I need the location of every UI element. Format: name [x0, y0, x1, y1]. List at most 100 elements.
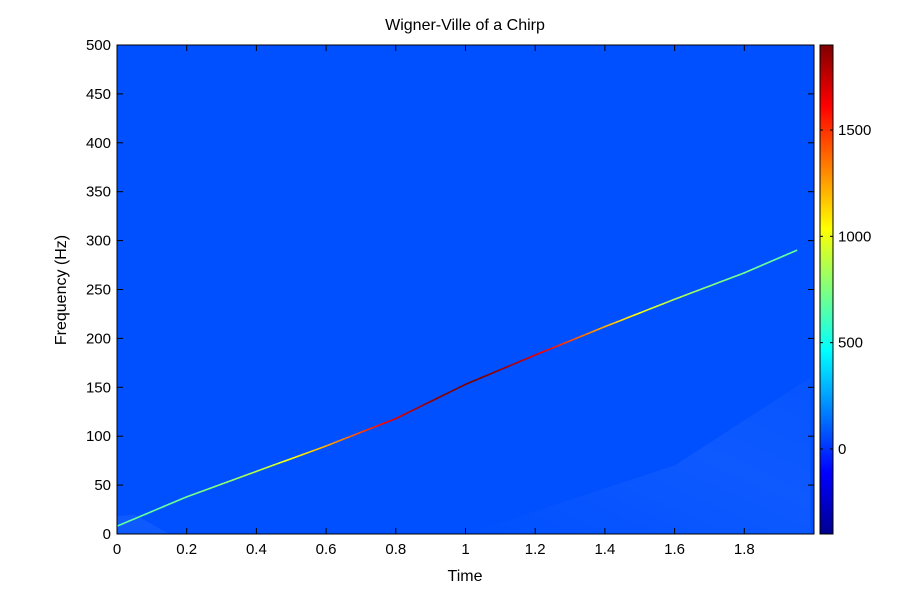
interference-artifacts — [117, 377, 811, 534]
colorbar-tick-label: 1500 — [838, 122, 871, 139]
ridge-segment — [133, 515, 142, 520]
ridge-segment — [621, 316, 629, 321]
ridge-segment — [226, 479, 234, 483]
ridge-segment — [406, 409, 415, 414]
ridge-segment — [691, 289, 699, 294]
ridge-segment — [482, 373, 490, 378]
x-tick-label: 0.2 — [176, 541, 197, 558]
ridge-segment — [505, 364, 513, 369]
colorbar-tick-label: 1000 — [838, 228, 871, 245]
ridge-segment — [122, 520, 130, 525]
ridge-segment — [516, 359, 525, 364]
ridge-segment — [249, 470, 258, 475]
colorbar-ticks: 0 500 1000 1500 — [820, 122, 871, 458]
ridge-segment — [586, 330, 595, 335]
ridge-segment — [737, 272, 746, 276]
ridge-segment — [673, 296, 682, 301]
ridge-segment — [685, 291, 693, 296]
x-tick-label: 1.8 — [734, 541, 755, 558]
y-tick-label: 150 — [86, 379, 111, 396]
ridge-segment — [511, 361, 519, 366]
ridge-segment — [557, 342, 566, 347]
y-tick-label: 450 — [86, 86, 111, 103]
ridge-segment — [389, 417, 397, 422]
ridge-segment — [127, 518, 136, 523]
y-tick-label: 350 — [86, 184, 111, 201]
ridge-segment — [203, 487, 211, 492]
ridge-segment — [580, 332, 589, 337]
ridge-segment — [546, 347, 554, 352]
ridge-segment — [708, 283, 717, 287]
ridge-segment — [633, 312, 641, 317]
ridge-segment — [592, 328, 600, 333]
ridge-segment — [522, 356, 531, 361]
ridge-segment — [441, 392, 449, 397]
ridge-segment — [197, 489, 205, 494]
ridge-segment — [342, 436, 351, 440]
ridge-segment — [791, 249, 798, 254]
ridge-segment — [267, 464, 275, 468]
ridge-segment — [348, 433, 356, 438]
ridge-segment — [424, 400, 432, 406]
artifact-corner — [117, 514, 170, 534]
x-tick-label: 1.2 — [525, 541, 546, 558]
y-tick-label: 100 — [86, 428, 111, 445]
ridge-segment — [604, 323, 612, 328]
colorbar-tick-label: 0 — [838, 441, 846, 458]
ridge-segment — [371, 424, 380, 429]
ridge-segment — [307, 449, 316, 454]
x-tick-label: 1 — [461, 541, 469, 558]
ridge-segment — [726, 276, 734, 281]
ridge-segment — [191, 491, 200, 496]
ridge-segment — [615, 319, 624, 323]
y-axis-ticks: 0 50 100 150 200 250 300 350 400 450 500 — [86, 37, 814, 543]
ridge-segment — [435, 394, 444, 400]
ridge-segment — [656, 303, 664, 307]
x-tick-label: 0.6 — [316, 541, 337, 558]
ridge-segment — [394, 414, 403, 420]
ridge-segment — [412, 406, 420, 411]
ridge-segment — [185, 493, 194, 498]
x-tick-label: 0.4 — [246, 541, 267, 558]
ridge-segment — [528, 354, 537, 359]
ridge-segment — [325, 442, 333, 447]
ridge-segment — [145, 510, 153, 515]
ridge-segment — [464, 381, 473, 386]
ridge-segment — [638, 309, 647, 314]
y-tick-label: 300 — [86, 233, 111, 250]
x-tick-label: 0 — [113, 541, 121, 558]
ridge-segment — [470, 378, 478, 383]
ridge-segment — [255, 468, 264, 473]
x-tick-label: 1.4 — [594, 541, 615, 558]
ridge-segment — [598, 325, 606, 330]
ridge-segment — [273, 462, 281, 466]
ridge-segment — [714, 280, 722, 285]
ridge-segment — [284, 457, 293, 462]
ridge-segment — [702, 285, 711, 290]
ridge-segment — [499, 366, 507, 371]
ridge-segment — [151, 508, 159, 513]
y-axis-label: Frequency (Hz) — [53, 235, 70, 345]
ridge-segment — [220, 481, 229, 485]
ridge-segment — [662, 300, 670, 305]
ridge-segment — [609, 321, 618, 326]
ridge-segment — [458, 383, 467, 389]
x-axis-ticks: 0 0.2 0.4 0.6 0.8 1 1.2 1.4 1.6 1.8 — [113, 45, 755, 558]
ridge-segment — [377, 422, 385, 427]
ridge-segment — [383, 420, 391, 424]
ridge-segment — [302, 451, 310, 456]
ridge-segment — [627, 314, 635, 319]
y-tick-label: 0 — [103, 526, 111, 543]
ridge-segment — [168, 500, 176, 505]
ridge-segment — [650, 305, 658, 310]
ridge-segment — [116, 522, 124, 527]
ridge-segment — [447, 389, 455, 394]
colorbar — [819, 44, 834, 535]
ridge-segment — [400, 412, 409, 417]
ridge-segment — [487, 371, 496, 376]
ridge-segment — [290, 455, 298, 460]
x-tick-label: 0.8 — [385, 541, 406, 558]
ridge-segment — [540, 349, 548, 354]
ridge-segment — [569, 337, 577, 342]
